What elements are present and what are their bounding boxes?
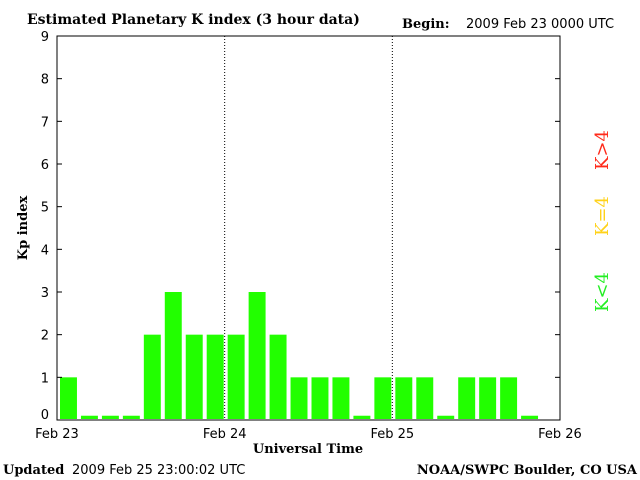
y-tick-label: 3: [41, 286, 49, 301]
x-tick-label: Feb 24: [203, 427, 247, 442]
y-tick-label: 9: [41, 30, 49, 45]
y-tick-label: 4: [41, 243, 49, 258]
x-axis-label: Universal Time: [253, 442, 363, 457]
y-tick-label: 7: [41, 115, 49, 130]
kp-bar: [185, 334, 203, 419]
x-axis-ticks: Feb 23 Feb 24 Feb 25 Feb 26: [35, 427, 582, 442]
day-separators: [224, 36, 393, 420]
plot-frame: [56, 35, 561, 421]
kp-bar: [521, 415, 539, 419]
kp-bar: [60, 377, 77, 419]
x-tick-label: Feb 25: [370, 427, 414, 442]
source-credit: NOAA/SWPC Boulder, CO USA: [417, 463, 638, 478]
y-tick-label: 1: [41, 371, 49, 386]
chart-title: Estimated Planetary K index (3 hour data…: [27, 12, 360, 28]
x-tick-label: Feb 26: [538, 427, 582, 442]
kp-bar: [290, 377, 308, 419]
y-tick-label: 8: [41, 73, 49, 88]
kp-bar: [500, 377, 518, 419]
kp-bar: [227, 334, 245, 419]
kp-bar: [479, 377, 497, 419]
kp-bar: [311, 377, 329, 419]
kp-bar: [416, 377, 434, 419]
legend-k-equal-4: K=4: [592, 196, 613, 236]
y-tick-label: 6: [41, 158, 49, 173]
y-axis-ticks: 0 1 2 3 4 5 6 7 8 9: [41, 30, 560, 423]
kp-bar: [80, 415, 98, 419]
updated-label: Updated: [3, 463, 64, 478]
kp-bar: [374, 377, 392, 419]
kp-bar: [437, 415, 455, 419]
begin-value: 2009 Feb 23 0000 UTC: [466, 17, 614, 32]
kp-bar: [269, 334, 287, 419]
kp-bar: [248, 292, 266, 419]
y-tick-label: 5: [41, 201, 49, 216]
kp-bar: [143, 334, 161, 419]
y-tick-label: 2: [41, 329, 49, 344]
y-tick-label: 0: [41, 408, 49, 423]
updated-value: 2009 Feb 25 23:00:02 UTC: [72, 463, 245, 478]
kp-bar: [206, 334, 224, 419]
y-axis-label: Kp index: [16, 196, 31, 261]
kp-bar: [458, 377, 476, 419]
legend-k-less-4: K<4: [592, 272, 613, 312]
kp-bar: [164, 292, 182, 419]
begin-label: Begin:: [402, 17, 450, 32]
legend-k-greater-4: K>4: [592, 130, 613, 170]
kp-bar: [353, 415, 371, 419]
x-tick-label: Feb 23: [35, 427, 79, 442]
kp-bars: [60, 292, 539, 419]
kp-bar: [395, 377, 413, 419]
kp-bar: [332, 377, 350, 419]
kp-bar: [101, 415, 119, 419]
kp-bar: [122, 415, 140, 419]
